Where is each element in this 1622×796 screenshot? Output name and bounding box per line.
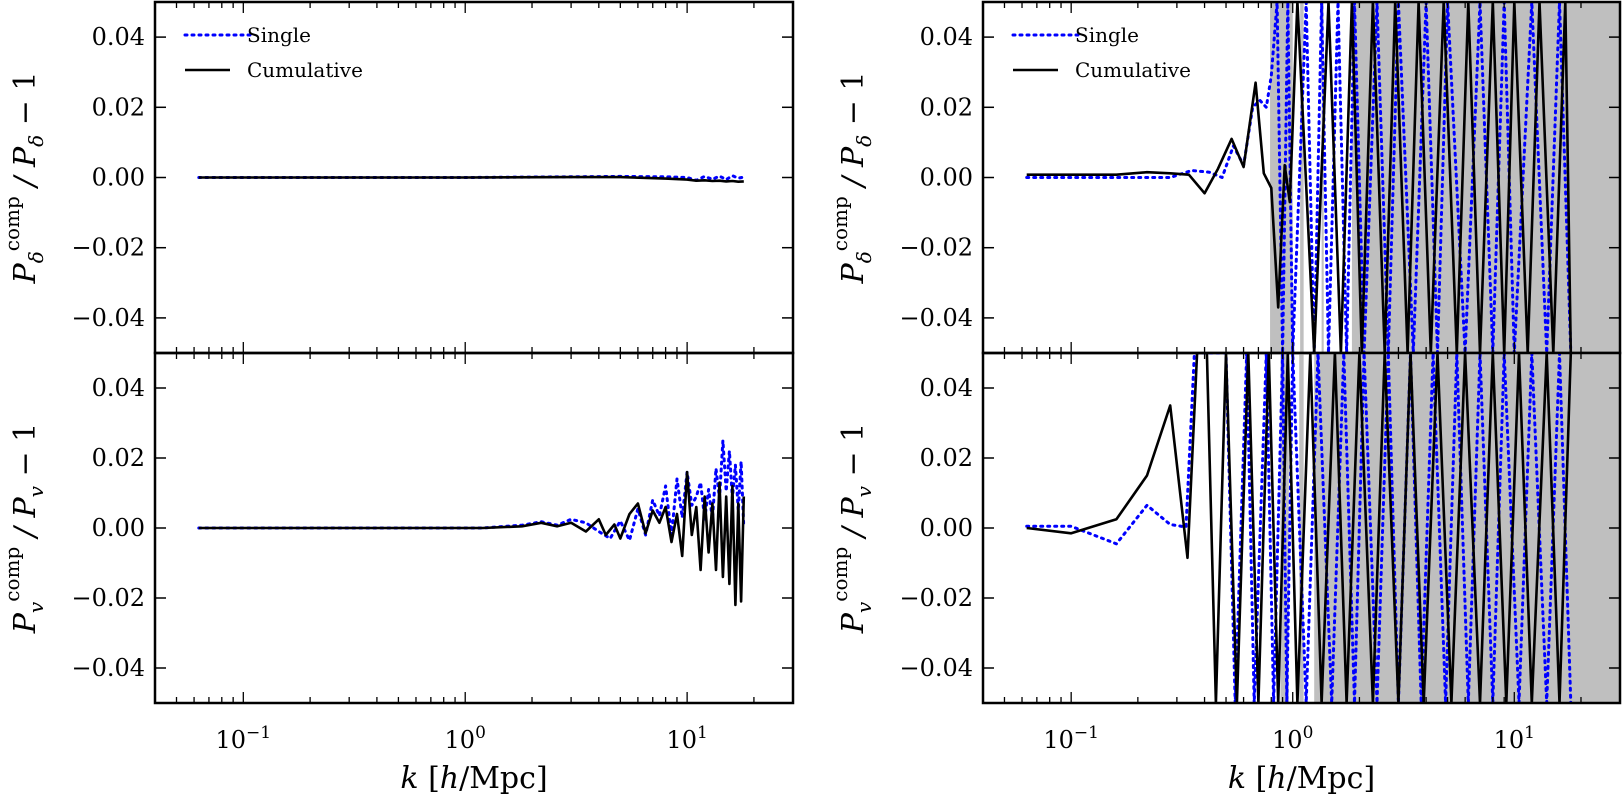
y-axis-label: Pvcomp / Pv − 1: [828, 423, 876, 635]
legend-label-single: Single: [1075, 23, 1139, 47]
shaded-region: [1300, 2, 1304, 353]
legend-label-single: Single: [247, 23, 311, 47]
y-tick-label: −0.02: [71, 234, 145, 262]
y-axis-label: Pvcomp / Pv − 1: [0, 423, 48, 635]
y-tick-label: −0.02: [899, 234, 973, 262]
y-tick-label: 0.04: [920, 23, 973, 51]
x-tick-label: 10−1: [216, 723, 272, 754]
y-tick-label: 0.00: [92, 164, 145, 192]
y-tick-label: −0.04: [899, 304, 973, 332]
shaded-region: [1299, 353, 1304, 703]
x-tick-label: 101: [666, 723, 707, 754]
panel-bottom-right: 0.04 0.02 0.00 −0.02 −0.04 10−1 100 101 k [h/Mpc…: [828, 351, 1622, 796]
legend: Single Cumulative: [183, 23, 363, 82]
y-axis-label-text: Pδcomp / Pδ − 1: [828, 72, 876, 285]
y-tick-label: 0.04: [92, 23, 145, 51]
series-line-cumulative: [1026, 353, 1573, 703]
y-axis-label-text: Pδcomp / Pδ − 1: [0, 72, 48, 285]
y-tick-label: 0.00: [92, 514, 145, 542]
y-tick-label: 0.00: [920, 514, 973, 542]
legend: Single Cumulative: [1011, 23, 1191, 82]
series-line-cumulative: [198, 175, 744, 183]
y-tick-label: −0.02: [899, 584, 973, 612]
y-tick-label: 0.02: [920, 93, 973, 121]
y-tick-label: 0.02: [920, 444, 973, 472]
series-line-cumulative: [198, 470, 746, 607]
x-tick-label: 100: [1272, 723, 1313, 754]
panel-bottom-left: 0.04 0.02 0.00 −0.02 −0.04 10−1 100 101 k [h/Mpc…: [0, 351, 795, 796]
plot-area: [197, 439, 746, 607]
legend-label-cumulative: Cumulative: [1075, 58, 1191, 82]
plot-area: [1025, 2, 1620, 353]
x-tick-label: 100: [445, 723, 486, 754]
panel-top-left: 0.04 0.02 0.00 −0.02 −0.04 Pδcomp / Pδ − 1 Sin…: [0, 0, 795, 355]
shaded-region: [1321, 2, 1324, 353]
x-axis-label: k [h/Mpc]: [400, 761, 547, 796]
y-tick-label: 0.00: [920, 164, 973, 192]
y-tick-label: −0.02: [71, 584, 145, 612]
y-tick-label: 0.04: [920, 374, 973, 402]
plot-area: [197, 174, 746, 183]
series-line-single: [197, 439, 746, 542]
y-tick-label: −0.04: [899, 654, 973, 682]
x-tick-label: 101: [1494, 723, 1535, 754]
y-axis-label-text: Pvcomp / Pv − 1: [828, 423, 876, 635]
y-tick-label: 0.02: [92, 444, 145, 472]
y-tick-label: −0.04: [71, 304, 145, 332]
plot-area: [1025, 353, 1620, 703]
x-tick-label: 10−1: [1043, 723, 1099, 754]
y-axis-label: Pδcomp / Pδ − 1: [828, 72, 876, 285]
panel-top-right: 0.04 0.02 0.00 −0.02 −0.04 Pδcomp / Pδ − 1 Sin…: [828, 0, 1622, 355]
y-tick-label: −0.04: [71, 654, 145, 682]
legend-label-cumulative: Cumulative: [247, 58, 363, 82]
series-line-cumulative: [1026, 2, 1573, 353]
y-tick-label: 0.04: [92, 374, 145, 402]
y-axis-label-text: Pvcomp / Pv − 1: [0, 423, 48, 635]
y-tick-label: 0.02: [92, 93, 145, 121]
y-axis-label: Pδcomp / Pδ − 1: [0, 72, 48, 285]
series-line-single: [1025, 2, 1573, 353]
x-axis-label: k [h/Mpc]: [1228, 761, 1375, 796]
